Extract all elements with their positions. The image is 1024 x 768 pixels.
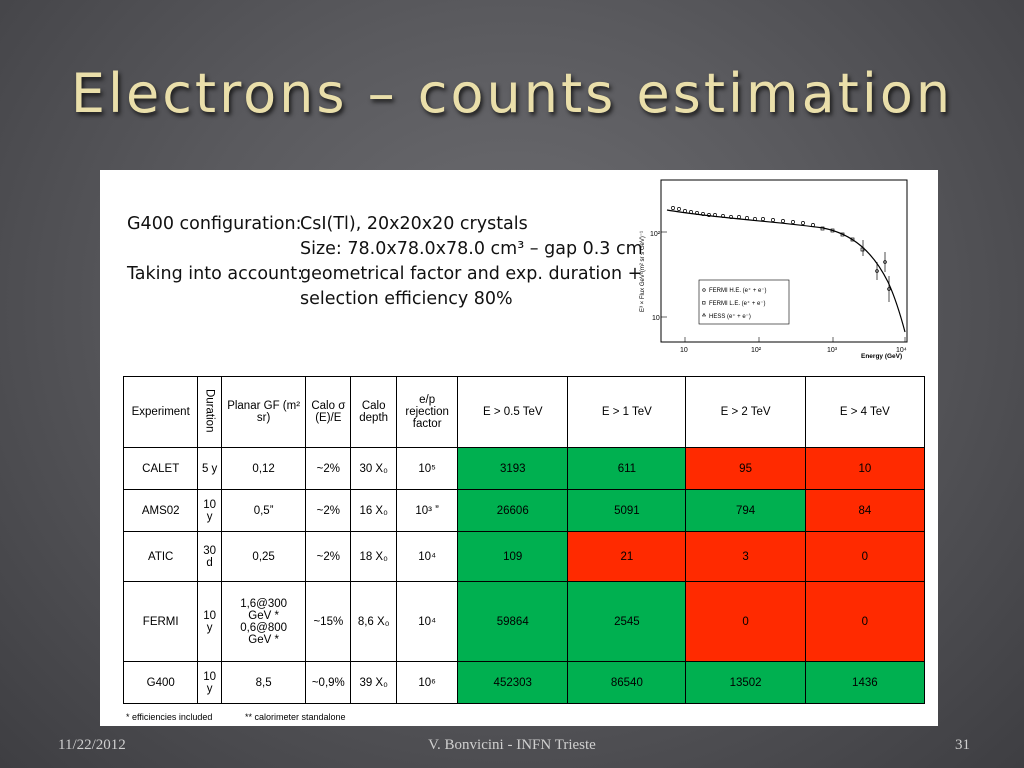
plot-legend-1: FERMI H.E. (e⁺ + e⁻): [709, 287, 767, 294]
cell-depth: 16 X₀: [350, 489, 398, 532]
cell-e1: 611: [567, 447, 687, 490]
plot-xtick-10: 10: [680, 347, 688, 354]
cell-e2: 13502: [685, 661, 806, 704]
config-value-3: geometrical factor and exp. duration +: [300, 264, 643, 284]
cell-e4: 0: [804, 581, 926, 662]
cell-e1: 21: [567, 531, 687, 582]
table-row-fermi: FERMI 10 y 1,6@300 GeV * 0,6@800 GeV * ~…: [122, 581, 926, 662]
cell-duration: 10 y: [197, 661, 222, 704]
config-value-4: selection efficiency 80%: [300, 289, 513, 309]
cell-duration: 10 y: [197, 581, 222, 662]
cell-sigma: ~0,9%: [305, 661, 352, 704]
plot-xtick-10000: 10⁴: [896, 347, 907, 354]
header-planar-gf: Planar GF (m² sr): [220, 376, 307, 448]
cell-depth: 39 X₀: [350, 661, 398, 704]
cell-sigma: ~2%: [305, 447, 352, 490]
cell-experiment: AMS02: [122, 489, 199, 532]
cell-gf: 1,6@300 GeV * 0,6@800 GeV *: [220, 581, 307, 662]
cell-rejection: 10⁴: [396, 531, 459, 582]
footer-date: 11/22/2012: [58, 737, 126, 753]
configuration-text: G400 configuration:CsI(Tl), 20x20x20 cry…: [127, 212, 643, 312]
header-e-05: E > 0.5 TeV: [457, 376, 569, 448]
cell-duration: 5 y: [197, 447, 222, 490]
table-row-calet: CALET 5 y 0,12 ~2% 30 X₀ 10⁵ 3193 611 95…: [122, 447, 926, 490]
config-value-2: Size: 78.0x78.0x78.0 cm³ – gap 0.3 cm: [300, 239, 643, 259]
header-duration: Duration: [203, 388, 216, 433]
footnote-efficiencies: * efficiencies included: [126, 712, 213, 722]
plot-legend-3: HESS (e⁺ + e⁻): [709, 313, 751, 320]
plot-ytick-100: 10²: [650, 231, 661, 238]
table-header-row: Experiment Duration Planar GF (m² sr) Ca…: [122, 376, 926, 448]
cell-depth: 18 X₀: [350, 531, 398, 582]
cell-experiment: FERMI: [122, 581, 199, 662]
plot-ytick-10: 10: [652, 315, 660, 322]
config-label-1: G400 configuration:: [127, 214, 302, 234]
table-row-g400: G400 10 y 8,5 ~0,9% 39 X₀ 10⁶ 452303 865…: [122, 661, 926, 704]
header-rejection: e/p rejection factor: [396, 376, 459, 448]
table-row-ams02: AMS02 10 y 0,5ˮ ~2% 16 X₀ 10³ ˮ 26606 50…: [122, 489, 926, 532]
cell-depth: 30 X₀: [350, 447, 398, 490]
plot-xtick-100: 10²: [751, 347, 762, 354]
cell-e05: 452303: [457, 661, 569, 704]
cell-e2: 95: [685, 447, 806, 490]
header-calo-sigma: Calo σ (E)/E: [305, 376, 352, 448]
header-experiment: Experiment: [122, 376, 199, 448]
cell-rejection: 10⁵: [396, 447, 459, 490]
content-panel: G400 configuration:CsI(Tl), 20x20x20 cry…: [100, 170, 938, 726]
cell-experiment: ATIC: [122, 531, 199, 582]
cell-sigma: ~2%: [305, 489, 352, 532]
plot-legend-2: FERMI L.E. (e⁺ + e⁻): [709, 300, 766, 307]
electron-spectrum-plot: E³ × Flux GeV²(m² sr s GeV)⁻¹ 10² 10 10 …: [640, 179, 908, 360]
cell-experiment: G400: [122, 661, 199, 704]
cell-rejection: 10⁴: [396, 581, 459, 662]
cell-duration: 30 d: [197, 531, 222, 582]
header-calo-depth: Calo depth: [350, 376, 398, 448]
header-e-4: E > 4 TeV: [804, 376, 926, 448]
cell-e2: 794: [685, 489, 806, 532]
cell-gf: 8,5: [220, 661, 307, 704]
cell-e4: 10: [804, 447, 926, 490]
cell-gf: 0,25: [220, 531, 307, 582]
footer-author: V. Bonvicini - INFN Trieste: [428, 737, 596, 753]
plot-xlabel: Energy (GeV): [861, 353, 902, 360]
cell-duration: 10 y: [197, 489, 222, 532]
table-row-atic: ATIC 30 d 0,25 ~2% 18 X₀ 10⁴ 109 21 3 0: [122, 531, 926, 582]
cell-sigma: ~15%: [305, 581, 352, 662]
page-number: 31: [955, 737, 970, 753]
slide-title: Electrons – counts estimation: [70, 62, 954, 125]
cell-e05: 59864: [457, 581, 569, 662]
cell-e1: 86540: [567, 661, 687, 704]
footnote-calorimeter: ** calorimeter standalone: [245, 712, 346, 722]
plot-xtick-1000: 10³: [827, 347, 838, 354]
cell-e05: 109: [457, 531, 569, 582]
cell-e05: 3193: [457, 447, 569, 490]
cell-experiment: CALET: [122, 447, 199, 490]
cell-gf: 0,5ˮ: [220, 489, 307, 532]
plot-ylabel: E³ × Flux GeV²(m² sr s GeV)⁻¹: [640, 231, 646, 312]
cell-e4: 1436: [804, 661, 926, 704]
plot-data-points: [671, 206, 891, 302]
cell-e2: 0: [685, 581, 806, 662]
cell-e4: 84: [804, 489, 926, 532]
cell-rejection: 10³ ˮ: [396, 489, 459, 532]
cell-e4: 0: [804, 531, 926, 582]
cell-e1: 5091: [567, 489, 687, 532]
cell-rejection: 10⁶: [396, 661, 459, 704]
header-e-1: E > 1 TeV: [567, 376, 687, 448]
counts-table: Experiment Duration Planar GF (m² sr) Ca…: [122, 376, 926, 704]
cell-e1: 2545: [567, 581, 687, 662]
header-e-2: E > 2 TeV: [685, 376, 806, 448]
cell-e2: 3: [685, 531, 806, 582]
config-value-1: CsI(Tl), 20x20x20 crystals: [300, 214, 528, 234]
cell-gf: 0,12: [220, 447, 307, 490]
cell-sigma: ~2%: [305, 531, 352, 582]
config-label-3: Taking into account:: [127, 264, 303, 284]
cell-depth: 8,6 X₀: [350, 581, 398, 662]
cell-e05: 26606: [457, 489, 569, 532]
